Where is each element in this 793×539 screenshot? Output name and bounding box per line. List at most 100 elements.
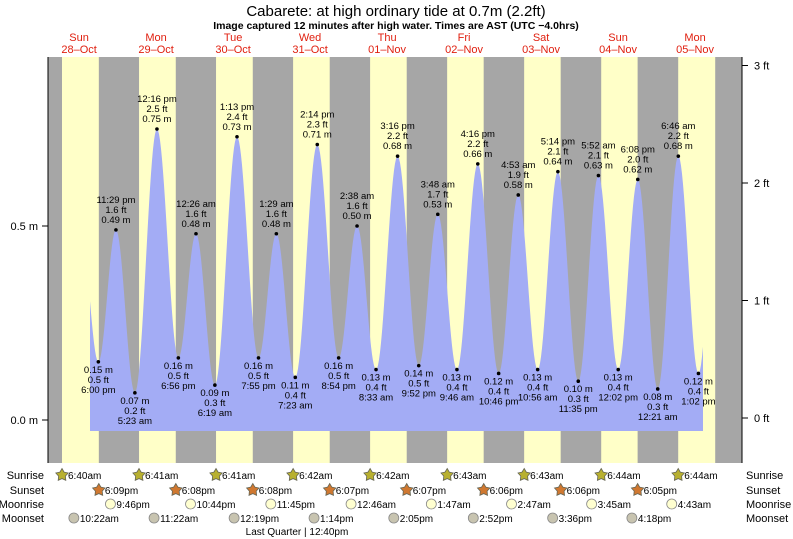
sun-icon (594, 467, 609, 481)
tide-label-line: 0.13 m (442, 373, 471, 384)
tide-label-line: 2:14 pm (300, 110, 334, 121)
high-tide-point (475, 162, 480, 166)
tide-label-line: 0.4 ft (446, 383, 467, 394)
moonset-row-label: Moonset (2, 513, 44, 525)
tide-label-line: 2.3 ft (307, 120, 328, 131)
day-name: Sun (69, 32, 89, 44)
sunrise-event: 6:44am (594, 467, 641, 482)
sunset-time: 6:09pm (105, 486, 138, 497)
tide-label-line: 2.2 ft (668, 131, 689, 142)
tide-label-line: 5:14 pm (541, 137, 575, 148)
moon-icon (388, 512, 400, 524)
tide-label-line: 0.53 m (423, 199, 452, 210)
low-tide-label: 0.11 m0.4 ft7:23 am (278, 375, 313, 411)
tide-label-line: 6:08 pm (621, 144, 655, 155)
tide-label-line: 1.9 ft (508, 170, 529, 181)
tide-label-line: 1:02 pm (681, 396, 715, 407)
sunset-event: 6:09pm (91, 482, 138, 497)
tide-label-line: 0.10 m (564, 384, 593, 395)
low-tide-label: 0.09 m0.3 ft6:19 am (198, 383, 232, 419)
left-tick-label: 0.0 m (10, 415, 38, 427)
sun-icon (399, 482, 414, 496)
tide-label-line: 0.09 m (200, 388, 229, 399)
high-tide-point (114, 228, 118, 232)
low-tide-label: 0.13 m0.4 ft9:46 am (440, 367, 474, 404)
tide-label-line: 0.4 ft (688, 386, 709, 397)
moonset-time: 10:22am (80, 514, 119, 525)
high-tide-label: 12:16 pm2.5 ft0.75 m (137, 94, 177, 131)
moonrise-time: 9:46pm (116, 500, 149, 511)
low-tide-label: 0.16 m0.5 ft7:55 pm (241, 356, 276, 392)
high-tide-point (274, 231, 279, 236)
day-date: 29–Oct (138, 44, 173, 56)
sunrise-row-label-right: Sunrise (746, 470, 783, 482)
sunset-event: 6:06pm (476, 482, 523, 497)
sun-icon (630, 482, 645, 496)
tide-label-line: 0.3 ft (204, 398, 225, 409)
high-tide-label: 3:16 pm2.2 ft0.68 m (380, 121, 415, 158)
sun-icon (55, 467, 69, 481)
tide-label-line: 1.6 ft (185, 209, 206, 220)
sun-icon (209, 467, 223, 481)
sunrise-event: 6:44am (671, 467, 718, 482)
tide-label-line: 9:52 pm (402, 389, 436, 400)
sun-icon (91, 482, 106, 496)
day-name: Sun (608, 32, 628, 44)
sunrise-time: 6:43am (453, 471, 486, 482)
tide-label-line: 6:00 pm (81, 385, 115, 396)
moonset-event: 3:36pm (547, 512, 592, 525)
high-tide-point (355, 224, 359, 228)
low-tide-point (655, 387, 660, 391)
low-tide-point (616, 367, 621, 372)
right-tick-label: 3 ft (754, 61, 769, 73)
moonset-event: 2:05pm (388, 512, 433, 525)
moonrise-time: 3:45am (598, 500, 631, 511)
moon-icon (228, 512, 240, 524)
tide-label-line: 3:16 pm (380, 121, 414, 132)
high-tide-label: 6:46 am2.2 ft0.68 m (661, 121, 696, 158)
high-tide-point (235, 134, 239, 139)
astro-rows: Sunrise Sunrise 6:40am 6:41am 6:41am 6:42am 6:… (0, 467, 791, 525)
tide-label-line: 0.13 m (523, 373, 552, 384)
tide-label-line: 0.73 m (222, 122, 251, 133)
day-date: 03–Nov (522, 44, 560, 56)
tide-label-line: 1.6 ft (105, 205, 126, 216)
moonset-time: 12:19pm (240, 514, 279, 525)
sun-icon (440, 467, 455, 481)
high-tide-label: 12:26 am1.6 ft0.48 m (176, 199, 216, 236)
high-tide-point (516, 193, 521, 197)
tide-label-line: 0.4 ft (608, 383, 629, 394)
high-tide-label: 1:29 am1.6 ft0.48 m (259, 199, 294, 236)
high-tide-label: 6:08 pm2.0 ft0.62 m (621, 144, 655, 182)
sunset-event: 6:08pm (245, 482, 292, 497)
sunrise-time: 6:44am (684, 471, 717, 482)
moonrise-time: 4:43am (678, 500, 711, 511)
moon-icon (586, 498, 598, 510)
tide-label-line: 0.07 m (120, 396, 149, 407)
day-name: Tue (224, 32, 243, 44)
day-date: 31–Oct (292, 44, 327, 56)
tide-label-line: 0.5 ft (248, 371, 269, 382)
low-tide-point (576, 379, 581, 384)
tide-label-line: 0.3 ft (647, 402, 668, 413)
sunset-time: 6:08pm (259, 486, 292, 497)
day-date: 30–Oct (215, 44, 250, 56)
moonrise-time: 11:45pm (277, 500, 315, 511)
moonrise-event: 1:47am (425, 498, 471, 511)
moonset-event: 2:52pm (467, 512, 513, 525)
moonset-time: 11:22am (160, 514, 198, 525)
low-tide-point (96, 360, 101, 364)
high-tide-point (315, 142, 320, 147)
low-tide-label: 0.13 m0.4 ft8:33 am (359, 367, 393, 404)
sunset-time: 6:05pm (644, 486, 677, 497)
sunset-event: 6:08pm (168, 482, 215, 497)
right-tick-label: 2 ft (754, 178, 769, 190)
moonset-time: 4:18pm (638, 514, 671, 525)
day-name: Wed (299, 32, 321, 44)
tide-label-line: 0.16 m (244, 361, 273, 372)
tide-label-line: 2:38 am (340, 191, 374, 202)
day-headers: Sun28–OctMon29–OctTue30–OctWed31–OctThu0… (61, 32, 714, 56)
sunrise-time: 6:41am (145, 471, 178, 482)
